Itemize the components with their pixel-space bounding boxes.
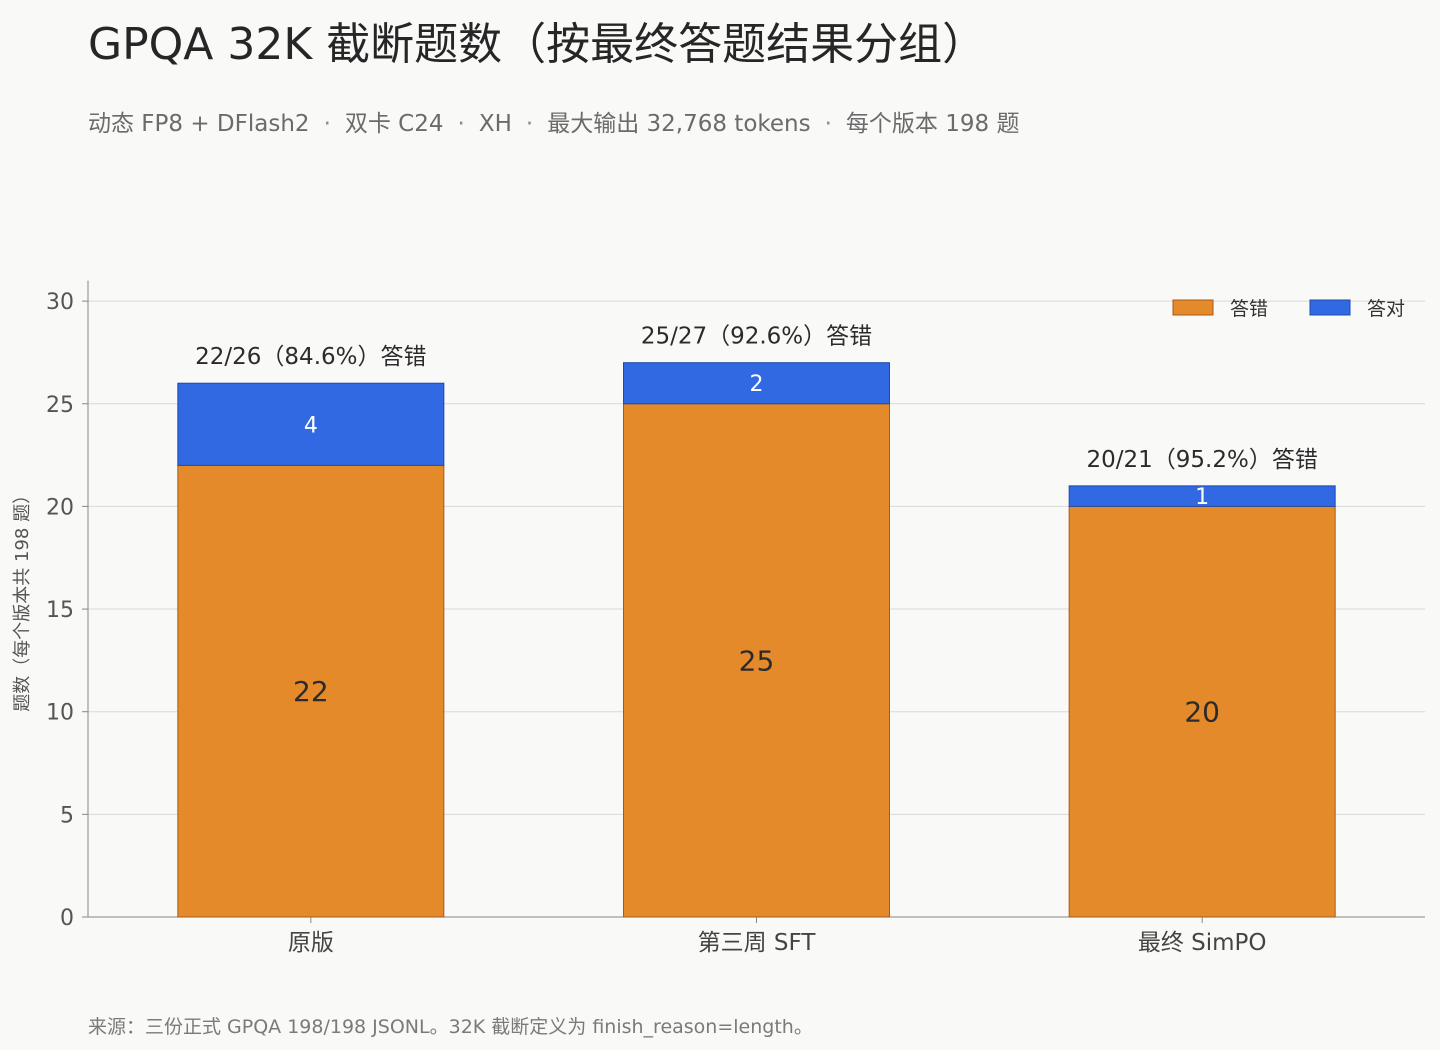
bar-value-label-correct: 1	[1195, 485, 1209, 510]
subtitle-part: XH	[478, 111, 512, 137]
legend-swatch	[1309, 299, 1351, 316]
x-tick-label: 最终 SimPO	[1138, 930, 1267, 956]
y-tick-label: 10	[46, 701, 74, 726]
bar-value-label-wrong: 20	[1184, 696, 1220, 729]
subtitle-part: 动态 FP8 + DFlash2	[88, 111, 310, 137]
chart-subtitle: 动态 FP8 + DFlash2 · 双卡 C24 · XH · 最大输出 32,768 t…	[88, 104, 1019, 138]
bar-total-label: 20/21（95.2%）答错	[1086, 447, 1317, 473]
bar-total-label: 25/27（92.6%）答错	[641, 324, 872, 350]
y-tick-label: 30	[46, 290, 74, 315]
y-tick-label: 20	[46, 495, 74, 520]
bar-total-label: 22/26（84.6%）答错	[195, 344, 426, 370]
bar-segment-correct	[1068, 485, 1336, 507]
y-axis-label: 题数（每个版本共 198 题）	[12, 486, 33, 712]
bar-value-label-correct: 2	[750, 372, 764, 397]
bar-segment-correct	[177, 382, 445, 466]
x-tick-label: 原版	[288, 930, 334, 956]
legend-label: 答对	[1367, 298, 1405, 320]
y-tick-label: 0	[60, 906, 74, 931]
bar-value-label-wrong: 25	[739, 644, 775, 677]
bar-segment-correct	[623, 362, 890, 405]
subtitle-separator: ·	[525, 111, 534, 137]
subtitle-part: 双卡 C24	[344, 111, 444, 137]
y-tick-label: 5	[60, 803, 74, 828]
bar-value-label-correct: 4	[304, 413, 318, 438]
bar-segment-wrong	[177, 464, 445, 918]
subtitle-separator: ·	[323, 111, 331, 137]
x-tick-label: 第三周 SFT	[698, 930, 817, 956]
subtitle-part: 每个版本 198 题	[845, 111, 1020, 137]
y-tick-label: 15	[46, 598, 74, 623]
bar-segment-wrong	[623, 403, 890, 918]
chart-title: GPQA 32K 截断题数（按最终答题结果分组）	[88, 19, 987, 70]
stacked-bar-chart: 0 5 10 15 20 25 30 题数（每个版本共 198 题） 22 4 22/26（84.6…	[12, 280, 1425, 956]
subtitle-separator: ·	[457, 111, 465, 137]
y-tick-label: 25	[46, 393, 74, 418]
legend-label: 答错	[1230, 298, 1268, 320]
source-note: 来源：三份正式 GPQA 198/198 JSONL。32K 截断定义为 fin…	[88, 1016, 813, 1038]
legend-swatch	[1172, 299, 1214, 316]
subtitle-separator: ·	[824, 111, 832, 137]
bar-segment-wrong	[1068, 505, 1336, 918]
bar-value-label-wrong: 22	[293, 675, 329, 708]
subtitle-part: 最大输出 32,768 tokens	[547, 111, 811, 137]
